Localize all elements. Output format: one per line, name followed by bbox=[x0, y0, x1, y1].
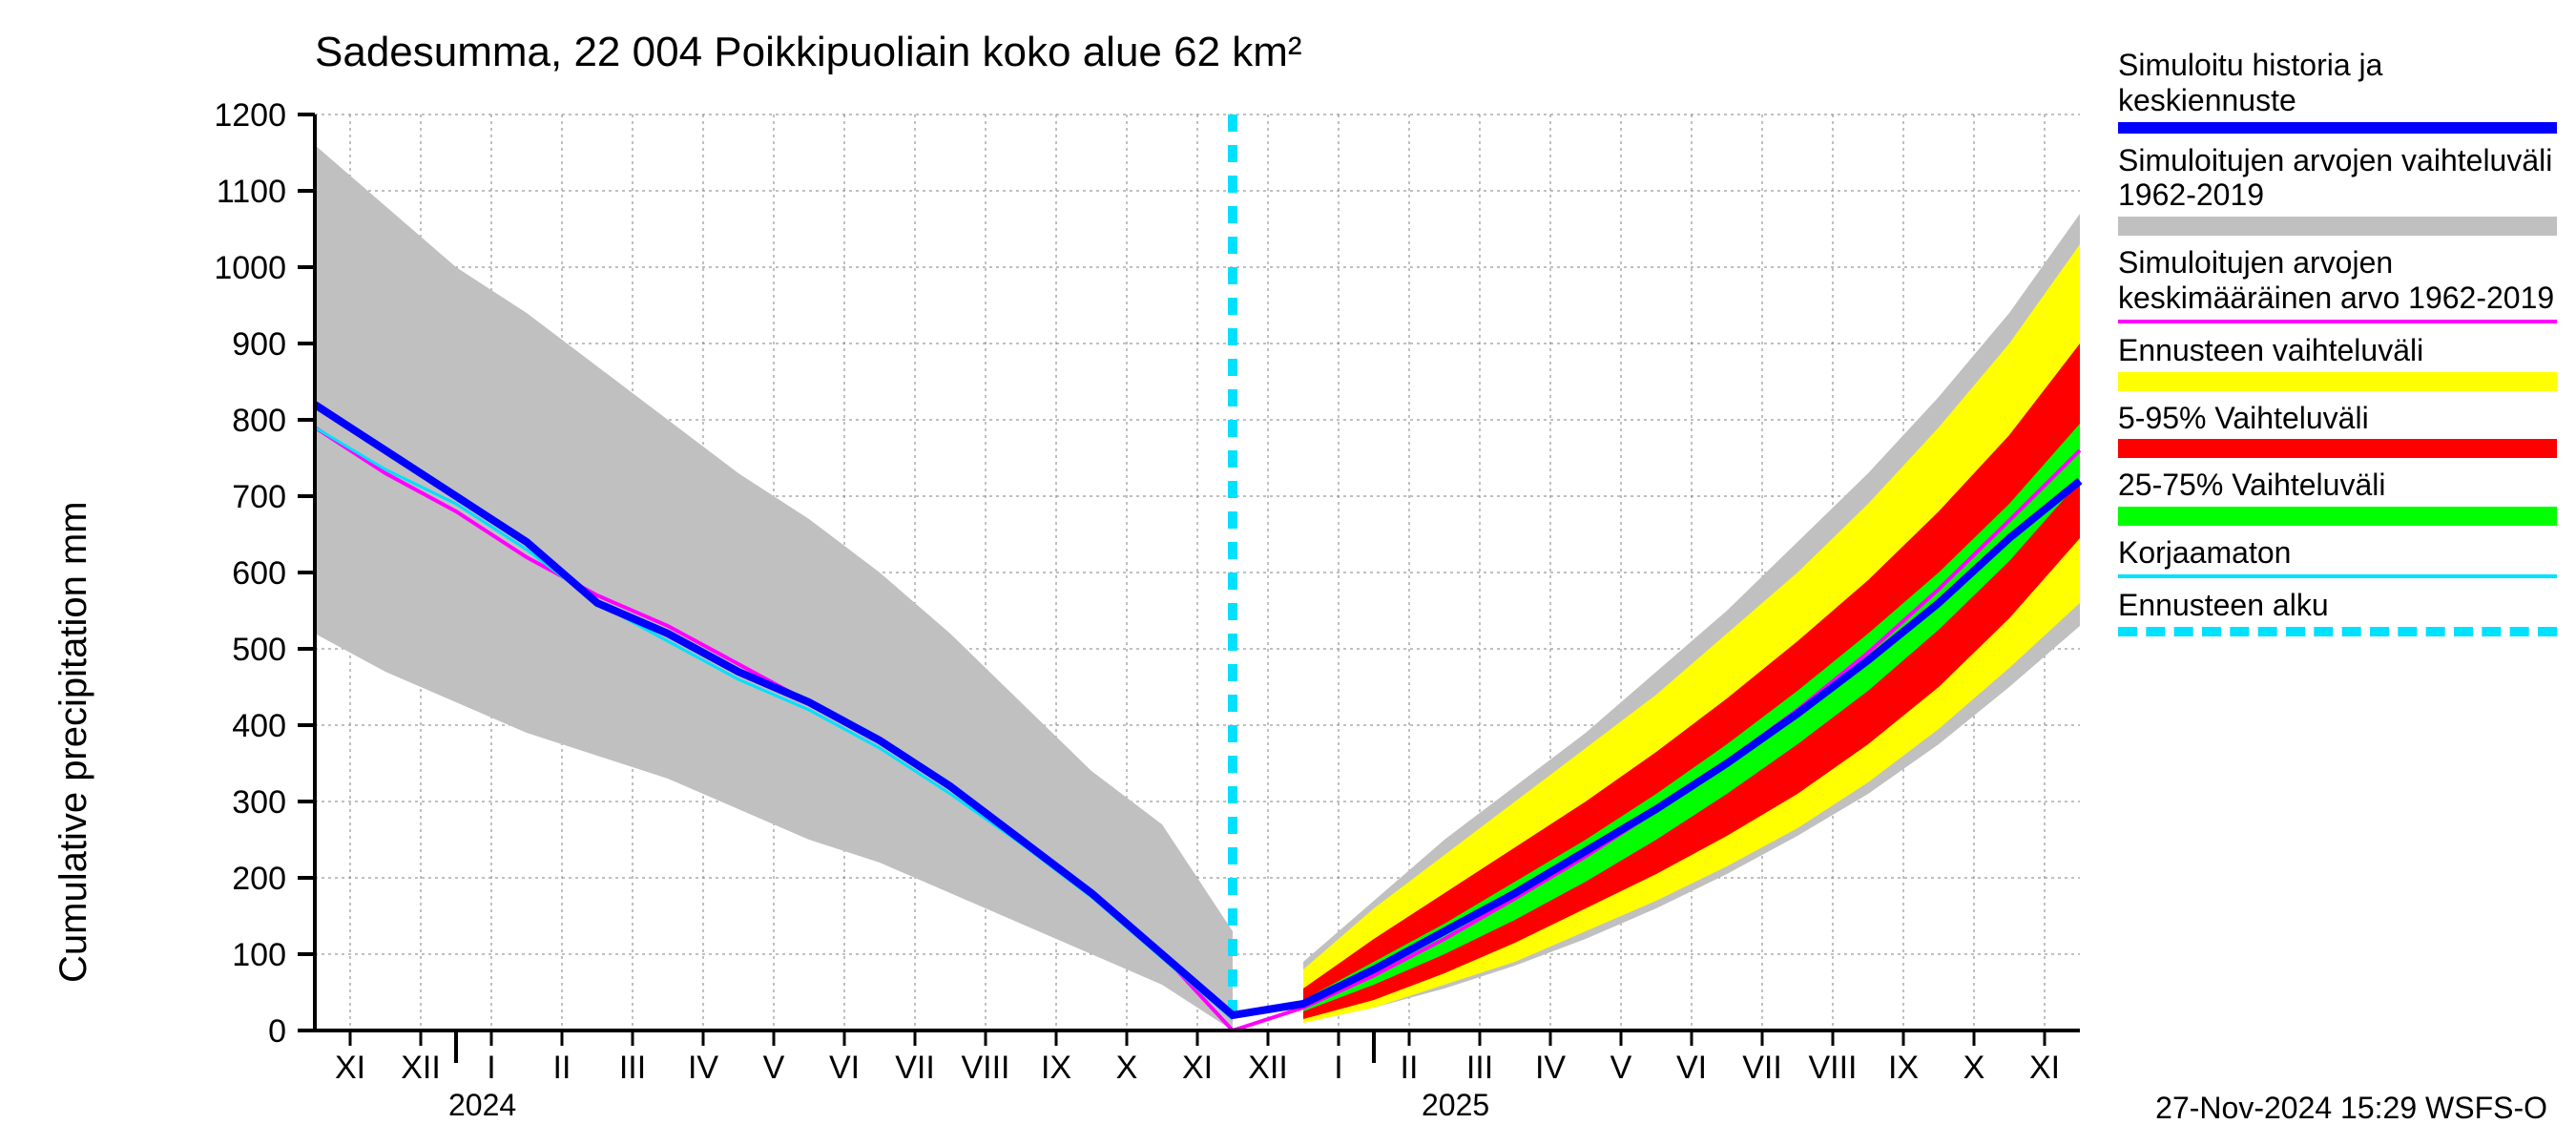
svg-text:X: X bbox=[1963, 1050, 1985, 1086]
legend-label: Simuloitu historia ja keskiennuste bbox=[2118, 48, 2557, 118]
svg-text:700: 700 bbox=[232, 479, 286, 515]
svg-text:XII: XII bbox=[1248, 1050, 1288, 1086]
svg-text:X: X bbox=[1116, 1050, 1138, 1086]
svg-text:600: 600 bbox=[232, 555, 286, 592]
svg-text:XII: XII bbox=[401, 1050, 441, 1086]
svg-text:VI: VI bbox=[829, 1050, 860, 1086]
svg-text:0: 0 bbox=[268, 1013, 286, 1050]
legend-label: Ennusteen alku bbox=[2118, 588, 2557, 623]
svg-text:II: II bbox=[553, 1050, 571, 1086]
legend-swatch bbox=[2118, 507, 2557, 526]
legend-entry: Simuloitujen arvojen vaihteluväli 1962-2… bbox=[2118, 143, 2557, 237]
legend-entry: 25-75% Vaihteluväli bbox=[2118, 468, 2557, 526]
legend-swatch bbox=[2118, 372, 2557, 391]
legend-label: 25-75% Vaihteluväli bbox=[2118, 468, 2557, 503]
legend-swatch bbox=[2118, 320, 2557, 323]
legend-swatch bbox=[2118, 574, 2557, 578]
year-label-2025: 2025 bbox=[1422, 1088, 1489, 1123]
legend-label: Ennusteen vaihteluväli bbox=[2118, 333, 2557, 368]
svg-text:XI: XI bbox=[2029, 1050, 2060, 1086]
svg-text:1000: 1000 bbox=[214, 250, 286, 286]
svg-text:VII: VII bbox=[895, 1050, 935, 1086]
svg-text:1200: 1200 bbox=[214, 97, 286, 134]
svg-text:IV: IV bbox=[1535, 1050, 1566, 1086]
svg-text:IX: IX bbox=[1888, 1050, 1919, 1086]
svg-text:300: 300 bbox=[232, 784, 286, 821]
footer-timestamp: 27-Nov-2024 15:29 WSFS-O bbox=[2155, 1091, 2547, 1126]
svg-text:1100: 1100 bbox=[217, 174, 286, 210]
year-label-2024: 2024 bbox=[448, 1088, 516, 1123]
chart-title: Sadesumma, 22 004 Poikkipuoliain koko al… bbox=[315, 29, 1302, 76]
svg-text:V: V bbox=[763, 1050, 785, 1086]
legend-entry: Simuloitu historia ja keskiennuste bbox=[2118, 48, 2557, 134]
svg-text:II: II bbox=[1401, 1050, 1419, 1086]
svg-text:V: V bbox=[1610, 1050, 1632, 1086]
svg-text:III: III bbox=[619, 1050, 646, 1086]
legend-entry: Simuloitujen arvojen keskimääräinen arvo… bbox=[2118, 245, 2557, 323]
legend-swatch bbox=[2118, 627, 2557, 636]
svg-text:800: 800 bbox=[232, 403, 286, 439]
svg-text:VIII: VIII bbox=[1808, 1050, 1857, 1086]
legend-label: Simuloitujen arvojen vaihteluväli 1962-2… bbox=[2118, 143, 2557, 214]
legend-entry: Korjaamaton bbox=[2118, 535, 2557, 578]
svg-text:XI: XI bbox=[335, 1050, 365, 1086]
legend-entry: Ennusteen vaihteluväli bbox=[2118, 333, 2557, 391]
y-axis-label: Cumulative precipitation mm bbox=[52, 501, 95, 983]
legend-label: Korjaamaton bbox=[2118, 535, 2557, 571]
svg-text:XI: XI bbox=[1182, 1050, 1213, 1086]
svg-text:IX: IX bbox=[1041, 1050, 1071, 1086]
svg-text:III: III bbox=[1466, 1050, 1493, 1086]
legend-swatch bbox=[2118, 439, 2557, 458]
svg-text:400: 400 bbox=[232, 708, 286, 744]
legend-swatch bbox=[2118, 122, 2557, 134]
legend-swatch bbox=[2118, 217, 2557, 236]
svg-text:100: 100 bbox=[232, 937, 286, 973]
svg-text:500: 500 bbox=[232, 632, 286, 668]
svg-text:VIII: VIII bbox=[961, 1050, 1009, 1086]
legend-entry: Ennusteen alku bbox=[2118, 588, 2557, 636]
legend-label: Simuloitujen arvojen keskimääräinen arvo… bbox=[2118, 245, 2557, 316]
legend-entry: 5-95% Vaihteluväli bbox=[2118, 401, 2557, 459]
svg-text:I: I bbox=[1334, 1050, 1342, 1086]
legend: Simuloitu historia ja keskiennuste Simulo… bbox=[2118, 48, 2557, 646]
svg-text:900: 900 bbox=[232, 326, 286, 363]
svg-text:VI: VI bbox=[1676, 1050, 1707, 1086]
svg-text:IV: IV bbox=[688, 1050, 718, 1086]
legend-label: 5-95% Vaihteluväli bbox=[2118, 401, 2557, 436]
svg-text:I: I bbox=[487, 1050, 495, 1086]
svg-text:200: 200 bbox=[232, 861, 286, 897]
svg-text:VII: VII bbox=[1742, 1050, 1782, 1086]
